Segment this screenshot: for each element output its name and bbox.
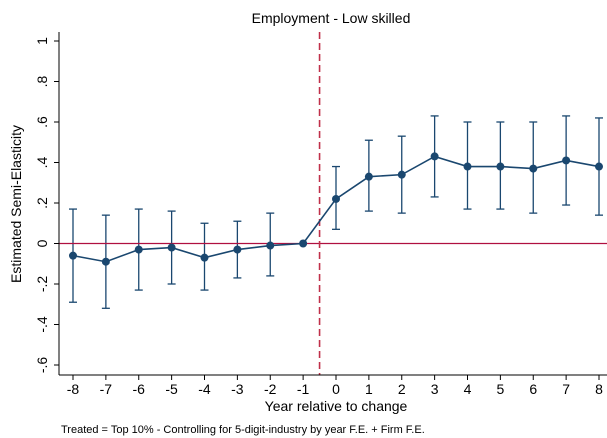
x-tick-label: -2 [264,381,277,397]
data-point [430,152,439,161]
x-tick-label: 7 [562,381,570,397]
x-tick-label: 6 [529,381,537,397]
data-points [69,152,603,266]
data-point [463,162,472,171]
x-tick-label: -4 [198,381,211,397]
y-tick-label: .8 [34,75,50,87]
x-tick-label: -1 [297,381,310,397]
data-point [496,162,505,171]
x-tick-label: -7 [100,381,113,397]
x-tick-label: 4 [464,381,472,397]
y-tick-label: -.2 [34,276,50,293]
y-tick-label: 0 [34,239,50,247]
plot-area [59,32,607,375]
y-tick-label: 1 [34,37,50,45]
data-point [397,170,406,179]
x-axis-label: Year relative to change [265,398,408,414]
data-point [595,162,603,171]
reference-lines [59,32,607,375]
data-point [101,257,110,266]
x-tick-label: 8 [595,381,603,397]
data-point [299,239,308,248]
x-tick-label: 1 [365,381,373,397]
y-axis: -.6 -.4 -.2 0 .2 .4 .6 .8 1 [34,32,60,375]
x-tick-label: -6 [133,381,146,397]
data-point [529,164,538,173]
data-point [266,241,275,250]
data-point [69,251,77,260]
data-point [200,253,209,262]
y-tick-label: .6 [34,116,50,128]
x-tick-label: -3 [231,381,244,397]
x-tick-label: 3 [431,381,439,397]
y-tick-label: -.6 [34,357,50,374]
y-tick-label: .4 [34,156,50,168]
data-point [332,194,340,203]
y-tick-label: .2 [34,197,50,209]
x-tick-label: -8 [67,381,80,397]
y-axis-label: Estimated Semi-Elasticity [8,125,24,283]
y-tick-label: -.4 [34,316,50,333]
chart-title: Employment - Low skilled [252,10,411,26]
data-point [167,243,176,252]
x-axis: -8 -7 -6 -5 -4 -3 -2 -1 0 1 2 3 4 5 6 7 8 [59,374,607,397]
data-point [233,245,242,254]
data-point [364,172,373,181]
x-tick-label: 5 [496,381,504,397]
x-tick-label: 2 [398,381,406,397]
chart-note: Treated = Top 10% - Controlling for 5-di… [61,424,425,436]
data-point [134,245,143,254]
data-point [562,156,571,165]
x-tick-label: 0 [332,381,340,397]
ci-bars [69,115,603,309]
x-tick-label: -5 [165,381,178,397]
